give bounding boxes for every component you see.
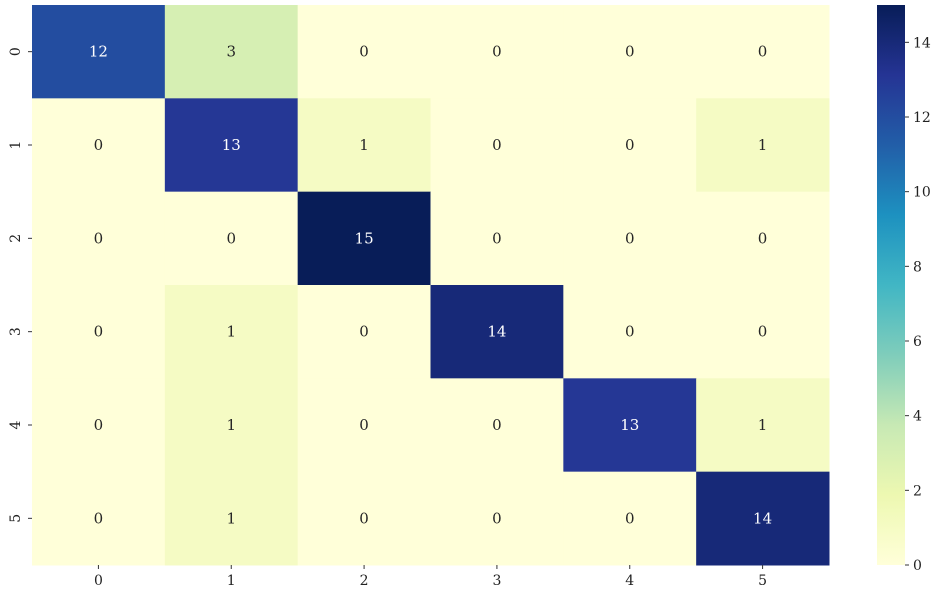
colorbar-tick-label: 2 — [913, 483, 922, 499]
heatmap-cell — [563, 285, 697, 379]
cell-value-label: 0 — [492, 229, 502, 247]
cell-value-label: 1 — [758, 136, 768, 154]
colorbar-gradient — [877, 5, 905, 565]
heatmap-cell — [430, 285, 564, 379]
cell-value-label: 0 — [94, 229, 104, 247]
heatmap-cell — [430, 191, 564, 286]
y-tick-label: 2 — [8, 234, 24, 243]
heatmap-cell — [297, 5, 431, 99]
heatmap-cell — [32, 285, 166, 379]
heatmap-cell — [164, 5, 299, 99]
cell-value-label: 13 — [620, 416, 639, 434]
heatmap-cell — [297, 191, 431, 286]
cell-value-label: 0 — [625, 136, 635, 154]
x-tick-label: 1 — [227, 573, 236, 589]
heatmap-cell — [696, 191, 830, 286]
y-tick-label: 1 — [8, 141, 24, 150]
heatmap-cell — [164, 191, 299, 286]
cell-value-label: 0 — [94, 136, 104, 154]
cell-value-label: 0 — [94, 416, 104, 434]
colorbar-tick-label: 14 — [913, 35, 931, 51]
x-tick-label: 4 — [625, 573, 634, 589]
cell-value-label: 0 — [492, 416, 502, 434]
colorbar: 0 2 4 6 8 10 12 14 — [877, 5, 931, 574]
cell-value-label: 0 — [94, 509, 104, 527]
heatmap-cell — [164, 285, 299, 379]
cell-value-label: 0 — [758, 43, 768, 61]
colorbar-tick-label: 12 — [913, 110, 931, 126]
cell-value-label: 12 — [89, 43, 108, 61]
heatmap-cell — [430, 471, 564, 566]
cell-value-label: 0 — [359, 323, 369, 341]
cell-value-label: 1 — [758, 416, 768, 434]
heatmap-cell — [696, 285, 830, 379]
cell-value-label: 14 — [487, 323, 506, 341]
heatmap-cell — [297, 98, 431, 193]
heatmap-cell — [32, 471, 166, 566]
heatmap-cell — [164, 471, 299, 566]
heatmap-cell — [563, 191, 697, 286]
y-tick-label: 5 — [8, 514, 24, 523]
heatmap-cell — [430, 378, 564, 473]
heatmap-cell — [164, 98, 299, 193]
cell-value-label: 0 — [226, 229, 236, 247]
cell-value-label: 0 — [359, 43, 369, 61]
cell-value-label: 1 — [226, 509, 236, 527]
heatmap-cell — [696, 98, 830, 193]
colorbar-tick-label: 10 — [913, 185, 931, 201]
heatmap-cell — [696, 471, 830, 566]
heatmap-cell — [32, 98, 166, 193]
cell-value-label: 0 — [492, 136, 502, 154]
cell-value-label: 0 — [492, 43, 502, 61]
cell-value-label: 15 — [355, 229, 374, 247]
heatmap-cell — [32, 5, 166, 99]
heatmap-cell — [430, 98, 564, 193]
y-tick-label: 4 — [8, 420, 24, 429]
heatmap-cells: 12 3 0 0 0 0 0 13 1 0 0 1 0 0 15 0 0 0 0 1 0 14 0 0 0 1 0 0 13 1 0 1 0 0 0… — [32, 5, 830, 566]
heatmap-cell — [164, 378, 299, 473]
x-tick-label: 0 — [94, 573, 103, 589]
heatmap-cell — [297, 285, 431, 379]
cell-value-label: 0 — [625, 323, 635, 341]
cell-value-label: 0 — [625, 509, 635, 527]
heatmap-cell — [297, 378, 431, 473]
cell-value-label: 3 — [226, 43, 236, 61]
cell-value-label: 0 — [758, 323, 768, 341]
cell-value-label: 0 — [625, 43, 635, 61]
colorbar-tick-label: 4 — [913, 409, 922, 425]
heatmap-cell — [563, 98, 697, 193]
colorbar-tick-label: 8 — [913, 259, 922, 275]
colorbar-tick-label: 0 — [913, 558, 922, 574]
cell-value-label: 0 — [625, 229, 635, 247]
heatmap-cell — [696, 5, 830, 99]
cell-value-label: 1 — [359, 136, 369, 154]
cell-value-label: 0 — [94, 323, 104, 341]
heatmap-cell — [32, 191, 166, 286]
cell-value-label: 0 — [359, 416, 369, 434]
x-axis-tick-labels: 0 1 2 3 4 5 — [94, 565, 767, 589]
x-tick-label: 3 — [492, 573, 501, 589]
heatmap-cell — [696, 378, 830, 473]
cell-value-label: 0 — [492, 509, 502, 527]
heatmap-cell — [297, 471, 431, 566]
heatmap-cell — [563, 378, 697, 473]
y-tick-label: 0 — [8, 47, 24, 56]
x-tick-label: 5 — [758, 573, 767, 589]
cell-value-label: 1 — [226, 323, 236, 341]
heatmap-cell — [430, 5, 564, 99]
cell-value-label: 0 — [758, 229, 768, 247]
colorbar-tick-label: 6 — [913, 334, 922, 350]
y-tick-label: 3 — [8, 327, 24, 336]
heatmap-cell — [32, 378, 166, 473]
cell-value-label: 0 — [359, 509, 369, 527]
heatmap-cell — [563, 471, 697, 566]
cell-value-label: 13 — [222, 136, 241, 154]
cell-value-label: 1 — [226, 416, 236, 434]
x-tick-label: 2 — [360, 573, 369, 589]
y-axis-tick-labels: 0 1 2 3 4 5 — [8, 47, 32, 523]
heatmap-cell — [563, 5, 697, 99]
cell-value-label: 14 — [753, 509, 772, 527]
